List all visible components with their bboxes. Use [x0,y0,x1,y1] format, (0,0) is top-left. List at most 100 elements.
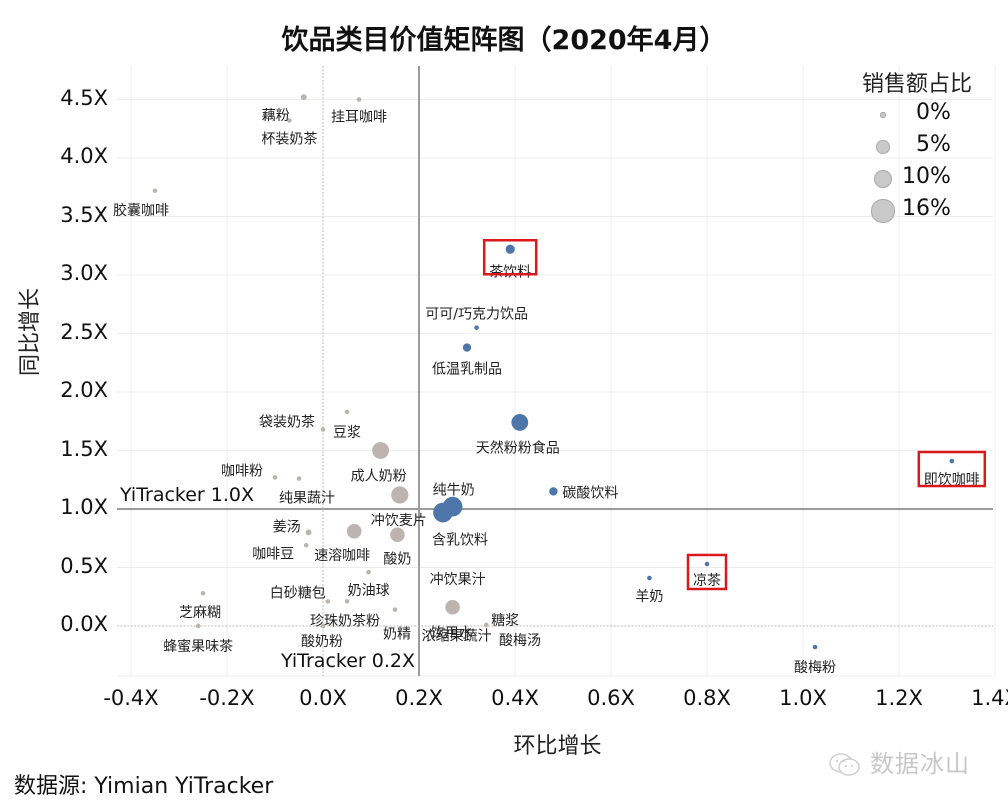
x-axis-label: 环比增长 [513,734,602,759]
data-point [344,409,350,415]
highlight-box [917,450,987,488]
data-point-label: 碳酸饮料 [562,485,618,501]
data-point-label: 可可/巧克力饮品 [425,307,528,323]
data-point-label: 浓缩果蔬汁 [422,628,492,644]
legend-size-circle-icon [873,169,893,189]
data-point [325,599,331,604]
data-point-label: 低温乳制品 [432,362,502,378]
data-point [433,502,453,523]
data-point [483,622,489,628]
x-tick-label: 1.0X [779,686,827,710]
data-point-label: 咖啡豆 [252,546,294,562]
highlight-box [686,553,728,591]
x-tick-label: 0.4X [491,686,539,710]
data-point [305,529,312,536]
data-point-label: 挂耳咖啡 [331,110,387,126]
legend-item: 5% [868,132,998,162]
x-tick-label: 0.8X [683,686,731,710]
data-point-label: 天然粉粉食品 [476,439,560,456]
x-tick-label: -0.4X [103,686,159,710]
chart-title: 饮品类目价值矩阵图（2020年4月） [281,25,727,56]
data-point [505,244,515,254]
data-point [445,600,460,615]
x-tick-label: 0.0X [299,686,347,710]
data-point-label: 姜汤 [273,519,301,535]
watermark: 数据冰山 [828,744,970,779]
x-tick-label: 1.2X [875,686,923,710]
data-point-label: 奶精 [383,627,411,643]
data-point [372,442,389,459]
y-tick-label: 2.0X [60,378,108,402]
data-point-label: 即饮咖啡 [924,472,980,488]
data-point-label: 胶囊咖啡 [113,202,169,219]
data-point [647,575,652,581]
data-point-label: 酸梅粉 [794,660,836,676]
data-point-label: 饮用水 [431,625,473,641]
data-point [195,623,201,629]
data-points [152,94,955,650]
y-tick-label: 0.5X [60,553,108,578]
data-point [344,599,350,604]
data-point [366,569,371,575]
data-point [320,623,326,629]
legend-label: 16% [902,196,951,221]
legend-label: 0% [916,100,951,125]
data-point-label: 酸奶粉 [301,634,343,650]
legend-item: 0% [868,100,998,130]
data-point-label: 含乳饮料 [432,533,488,549]
grid-lines [117,66,996,677]
y-tick-label: 2.5X [60,319,108,344]
watermark-text: 数据冰山 [870,750,970,778]
data-point [303,542,309,548]
data-source-note: 数据源: Yimian YiTracker [14,774,274,799]
data-point-label: 藕粉 [262,108,290,124]
legend-label: 5% [916,132,951,157]
y-tick-label: 3.5X [60,202,108,227]
data-point-label: 成人奶粉 [351,469,407,485]
data-point-label: 蜂蜜果味茶 [163,639,233,655]
data-point-label: 速溶咖啡 [314,548,370,564]
highlight-boxes [482,239,987,591]
data-point [511,414,529,431]
y-tick-label: 4.0X [60,144,108,168]
legend-size-circle-icon [871,199,895,223]
data-point [200,590,206,596]
x-tick-label: 0.6X [587,686,635,710]
x-tick-label: 1.4X [971,686,1008,710]
data-point-label: 豆浆 [333,425,361,441]
wechat-icon [828,752,862,778]
y-tick-label: 1.0X [60,495,108,519]
data-point [346,523,362,539]
x-tick-label: 0.2X [395,686,443,710]
data-point [391,486,409,504]
legend-size-circle-icon [880,112,886,118]
data-point-label: 咖啡粉 [221,463,263,479]
highlight-box [482,239,538,276]
data-point-label: 酸梅汤 [499,633,541,649]
data-point-label: 冲饮果汁 [430,572,486,588]
data-point [949,458,955,464]
reference-lines: YiTracker 1.0X YiTracker 0.2X [117,66,993,676]
data-point [320,427,326,432]
data-point [392,607,398,612]
data-point [300,94,307,101]
data-point [812,644,818,650]
data-point-label: 纯牛奶 [433,483,475,499]
data-point-label: 冲饮麦片 [371,513,427,529]
data-point [287,118,292,123]
data-point-label: 糖浆 [491,613,519,629]
legend-label: 10% [902,164,951,189]
data-point-label: 羊奶 [635,589,663,605]
data-point-label: 凉茶 [693,573,721,589]
data-point [296,476,302,481]
y-axis-label: 同比增长 [18,287,43,376]
baseline-x-label: YiTracker 0.2X [280,650,415,672]
y-tick-label: 0.0X [60,612,108,636]
data-point [152,188,158,194]
data-point-label: 珍珠奶茶粉 [310,613,380,629]
data-point-label: 芝麻糊 [179,605,221,621]
baseline-y-label: YiTracker 1.0X [119,484,254,506]
data-point-label: 杯装奶茶 [261,132,317,148]
